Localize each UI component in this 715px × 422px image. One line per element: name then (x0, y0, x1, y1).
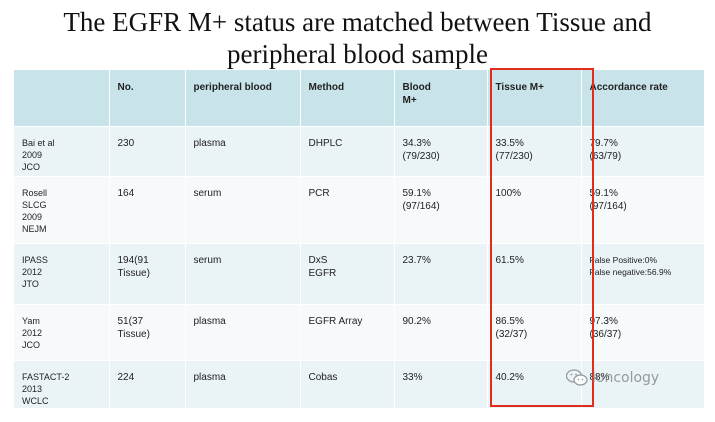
cell-method: PCR (300, 175, 395, 243)
header-study (14, 70, 110, 126)
cell-accordance-rate: 79.7% (63/79) (581, 125, 705, 176)
cell-method: DHPLC (300, 125, 395, 176)
cell-blood-m: 59.1% (97/164) (394, 175, 488, 243)
cell-blood-m: 33% (394, 359, 488, 408)
watermark-text: ioncology (592, 370, 660, 386)
title-line-1: The EGFR M+ status are matched between T… (63, 7, 652, 37)
slide-title: The EGFR M+ status are matched between T… (0, 6, 715, 70)
cell-method: EGFR Array (300, 303, 395, 360)
header-blood-m: Blood M+ (394, 70, 488, 126)
cell-study: Rosell SLCG 2009 NEJM (14, 175, 110, 243)
cell-number: 164 (109, 175, 186, 243)
header-tissue-m: Tissue M+ (487, 70, 582, 126)
cell-accordance-rate: 97.3% (36/37) (581, 303, 705, 360)
cell-peripheral-blood: plasma (185, 359, 301, 408)
table-row: FASTACT-2 2013 WCLC 224 plasma Cobas 33%… (14, 359, 705, 408)
table-row: Bai et al 2009 JCO 230 plasma DHPLC 34.3… (14, 125, 705, 176)
header-peripheral-blood: peripheral blood (185, 70, 301, 126)
cell-study: Bai et al 2009 JCO (14, 125, 110, 176)
cell-number: 51(37 Tissue) (109, 303, 186, 360)
cell-number: 194(91 Tissue) (109, 242, 186, 304)
egfr-comparison-table: No. peripheral blood Method Blood M+ Tis… (14, 70, 705, 408)
table-row: Rosell SLCG 2009 NEJM 164 serum PCR 59.1… (14, 175, 705, 243)
cell-study: IPASS 2012 JTO (14, 242, 110, 304)
wechat-logo-icon (566, 369, 588, 386)
cell-peripheral-blood: plasma (185, 125, 301, 176)
table-row: IPASS 2012 JTO 194(91 Tissue) serum DxS … (14, 242, 705, 304)
cell-accordance-rate: 59.1% (97/164) (581, 175, 705, 243)
table-row: Yam 2012 JCO 51(37 Tissue) plasma EGFR A… (14, 303, 705, 360)
cell-study: FASTACT-2 2013 WCLC (14, 359, 110, 408)
cell-tissue-m: 61.5% (487, 242, 582, 304)
cell-number: 230 (109, 125, 186, 176)
cell-blood-m: 34.3% (79/230) (394, 125, 488, 176)
header-accordance-rate: Accordance rate (581, 70, 705, 126)
cell-blood-m: 90.2% (394, 303, 488, 360)
cell-peripheral-blood: serum (185, 175, 301, 243)
cell-number: 224 (109, 359, 186, 408)
header-method: Method (300, 70, 395, 126)
watermark: ioncology (566, 369, 659, 387)
cell-method: DxS EGFR (300, 242, 395, 304)
title-line-2: peripheral blood sample (227, 39, 488, 69)
cell-accordance-rate: False Positive:0% False negative:56.9% (581, 242, 705, 304)
cell-tissue-m: 100% (487, 175, 582, 243)
cell-tissue-m: 33.5% (77/230) (487, 125, 582, 176)
header-number: No. (109, 70, 186, 126)
cell-peripheral-blood: plasma (185, 303, 301, 360)
cell-peripheral-blood: serum (185, 242, 301, 304)
cell-method: Cobas (300, 359, 395, 408)
cell-accordance-rate: 88% (581, 359, 705, 408)
table-header-row: No. peripheral blood Method Blood M+ Tis… (14, 70, 705, 126)
cell-blood-m: 23.7% (394, 242, 488, 304)
comparison-table-container: No. peripheral blood Method Blood M+ Tis… (14, 70, 705, 408)
cell-tissue-m: 86.5% (32/37) (487, 303, 582, 360)
cell-study: Yam 2012 JCO (14, 303, 110, 360)
cell-tissue-m: 40.2% (487, 359, 582, 408)
